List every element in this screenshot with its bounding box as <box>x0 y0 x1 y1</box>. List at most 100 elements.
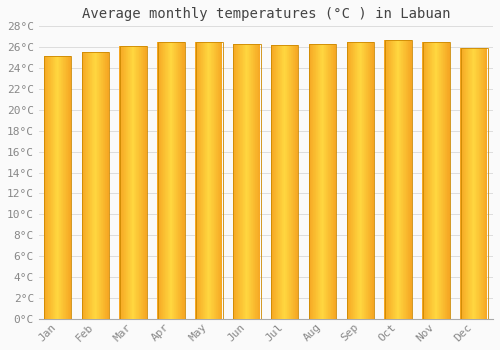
Bar <box>347 42 374 319</box>
Bar <box>120 46 147 319</box>
Bar <box>472 48 473 319</box>
Bar <box>312 44 313 319</box>
Bar <box>333 44 334 319</box>
Bar <box>440 42 442 319</box>
Bar <box>176 42 177 319</box>
Bar <box>461 48 462 319</box>
Bar <box>94 52 96 319</box>
Bar <box>239 44 240 319</box>
Bar <box>481 48 482 319</box>
Bar <box>140 46 141 319</box>
Bar <box>196 42 223 319</box>
Bar <box>102 52 103 319</box>
Bar <box>61 56 62 319</box>
Bar <box>122 46 123 319</box>
Bar <box>474 48 475 319</box>
Bar <box>278 45 279 319</box>
Bar <box>202 42 203 319</box>
Bar <box>221 42 222 319</box>
Bar <box>65 56 66 319</box>
Bar <box>318 44 319 319</box>
Bar <box>93 52 94 319</box>
Bar <box>446 42 447 319</box>
Bar <box>359 42 360 319</box>
Bar <box>167 42 168 319</box>
Bar <box>200 42 202 319</box>
Bar <box>462 48 463 319</box>
Bar <box>398 40 399 319</box>
Bar <box>174 42 175 319</box>
Bar <box>58 56 59 319</box>
Bar <box>218 42 219 319</box>
Bar <box>162 42 164 319</box>
Bar <box>433 42 434 319</box>
Bar <box>44 56 72 319</box>
Bar <box>281 45 282 319</box>
Bar <box>257 44 258 319</box>
Bar <box>294 45 295 319</box>
Bar <box>134 46 135 319</box>
Bar <box>63 56 64 319</box>
Bar <box>358 42 359 319</box>
Bar <box>271 45 272 319</box>
Bar <box>477 48 478 319</box>
Bar <box>98 52 100 319</box>
Bar <box>283 45 284 319</box>
Bar <box>390 40 392 319</box>
Bar <box>211 42 212 319</box>
Bar <box>408 40 409 319</box>
Bar <box>289 45 290 319</box>
Bar <box>405 40 406 319</box>
Bar <box>367 42 368 319</box>
Bar <box>371 42 372 319</box>
Bar <box>67 56 68 319</box>
Bar <box>385 40 386 319</box>
Bar <box>424 42 425 319</box>
Bar <box>352 42 353 319</box>
Bar <box>320 44 321 319</box>
Bar <box>323 44 324 319</box>
Bar <box>350 42 352 319</box>
Bar <box>68 56 69 319</box>
Bar <box>464 48 465 319</box>
Bar <box>46 56 47 319</box>
Bar <box>123 46 124 319</box>
Bar <box>401 40 402 319</box>
Bar <box>180 42 181 319</box>
Bar <box>402 40 403 319</box>
Bar <box>368 42 369 319</box>
Bar <box>426 42 427 319</box>
Bar <box>331 44 332 319</box>
Bar <box>213 42 214 319</box>
Bar <box>392 40 394 319</box>
Bar <box>160 42 161 319</box>
Bar <box>467 48 468 319</box>
Bar <box>287 45 288 319</box>
Bar <box>363 42 364 319</box>
Bar <box>214 42 215 319</box>
Bar <box>334 44 336 319</box>
Bar <box>102 52 104 319</box>
Bar <box>317 44 318 319</box>
Bar <box>135 46 136 319</box>
Bar <box>284 45 285 319</box>
Bar <box>469 48 470 319</box>
Bar <box>197 42 198 319</box>
Bar <box>310 44 312 319</box>
Bar <box>406 40 407 319</box>
Bar <box>234 44 235 319</box>
Bar <box>195 42 196 319</box>
Bar <box>425 42 426 319</box>
Bar <box>285 45 286 319</box>
Bar <box>389 40 390 319</box>
Bar <box>423 42 424 319</box>
Bar <box>428 42 429 319</box>
Bar <box>64 56 65 319</box>
Bar <box>384 40 385 319</box>
Bar <box>131 46 132 319</box>
Bar <box>216 42 217 319</box>
Bar <box>442 42 444 319</box>
Bar <box>460 48 461 319</box>
Bar <box>209 42 210 319</box>
Bar <box>352 42 354 319</box>
